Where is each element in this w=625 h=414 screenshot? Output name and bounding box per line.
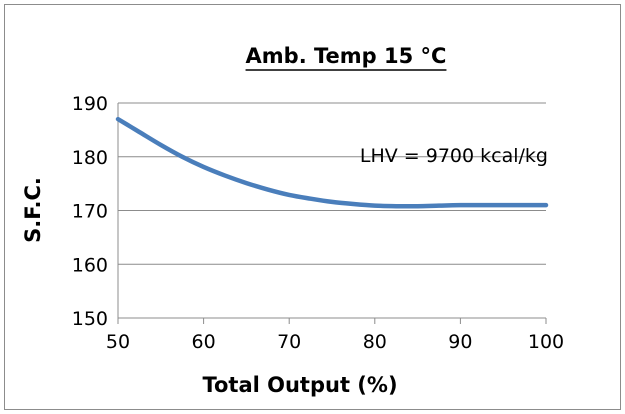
x-tick-labels: 50 60 70 80 90 100 xyxy=(106,331,564,353)
y-tick-170: 170 xyxy=(72,201,108,223)
x-tick-90: 90 xyxy=(448,331,472,353)
y-tick-190: 190 xyxy=(72,93,108,115)
axes xyxy=(117,103,547,324)
y-tick-180: 180 xyxy=(72,147,108,169)
lhv-annotation: LHV = 9700 kcal/kg xyxy=(360,145,548,167)
x-tick-60: 60 xyxy=(192,331,216,353)
y-tick-150: 150 xyxy=(72,308,108,330)
y-tick-labels: 150 160 170 180 190 xyxy=(72,93,108,330)
series-line-0 xyxy=(115,116,549,209)
chart-title: Amb. Temp 15 °C xyxy=(246,44,447,68)
y-tick-160: 160 xyxy=(72,254,108,276)
series-lines xyxy=(115,116,549,209)
y-axis-title: S.F.C. xyxy=(21,177,45,243)
grid-lines xyxy=(118,102,546,265)
x-tick-50: 50 xyxy=(106,331,130,353)
x-tick-70: 70 xyxy=(277,331,301,353)
x-tick-100: 100 xyxy=(528,331,564,353)
x-tick-80: 80 xyxy=(363,331,387,353)
x-axis-title: Total Output (%) xyxy=(202,373,397,397)
